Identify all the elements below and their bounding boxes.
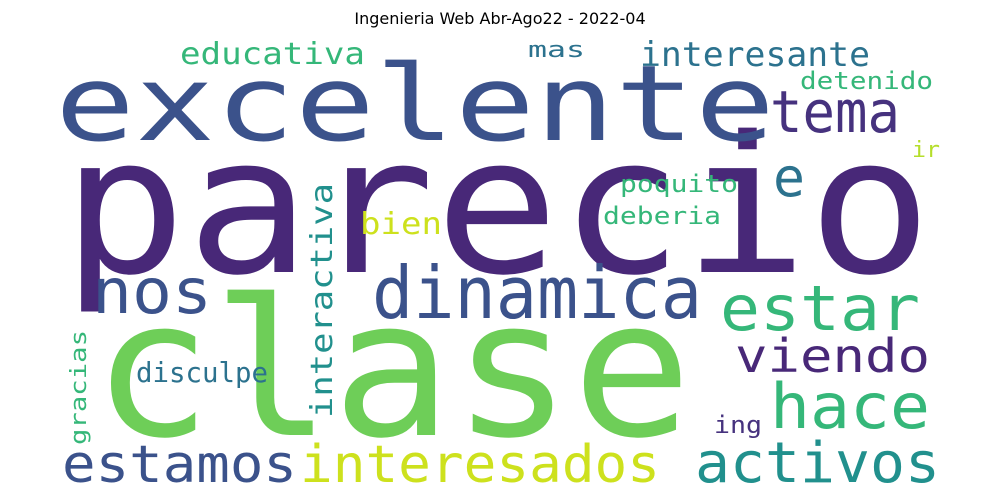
word-parecio: parecio [62, 96, 932, 317]
word-e: e [773, 146, 805, 209]
word-clase: clase [92, 259, 692, 480]
word-detenido: detenido [800, 67, 933, 95]
wordcloud-title: Ingenieria Web Abr-Ago22 - 2022-04 [354, 9, 646, 28]
word-bien: bien [360, 207, 442, 242]
word-viendo: viendo [735, 329, 930, 383]
word-excelente: excelente [55, 43, 775, 165]
word-ir: ir [912, 138, 940, 163]
word-educativa: educativa [180, 37, 365, 72]
word-activos: activos [695, 431, 940, 496]
word-estar: estar [720, 272, 920, 345]
word-deberia: deberia [603, 202, 721, 230]
word-ing: ing [714, 411, 762, 439]
word-dinamica: dinamica [372, 251, 702, 335]
word-gracias: gracias [67, 330, 92, 445]
word-disculpe: disculpe [136, 356, 268, 389]
word-interesados: interesados [300, 435, 660, 495]
word-mas: mas [528, 38, 585, 63]
word-tema: tema [770, 78, 900, 146]
word-estamos: estamos [62, 435, 297, 495]
word-poquito: poquito [620, 170, 738, 198]
word-interesante: interesante [640, 35, 870, 75]
word-interactiva: interactiva [305, 183, 340, 418]
word-nos: nos [92, 255, 212, 328]
word-hace: hace [770, 370, 930, 443]
